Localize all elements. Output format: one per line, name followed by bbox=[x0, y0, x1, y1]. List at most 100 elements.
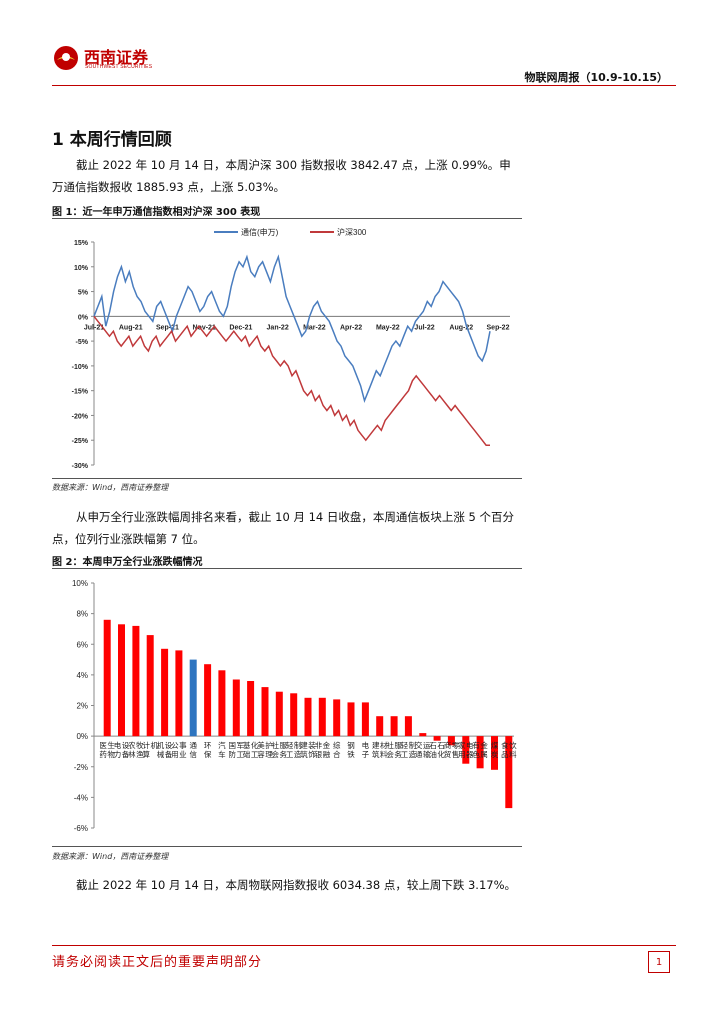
bar bbox=[404, 716, 412, 737]
y-tick-label: 6% bbox=[76, 640, 88, 649]
category-char: 品 bbox=[501, 750, 509, 759]
y-tick-label: 0% bbox=[78, 314, 89, 321]
bar-chart-bars bbox=[103, 619, 513, 809]
category-char: 建 bbox=[372, 740, 380, 750]
y-tick-label: 0% bbox=[76, 732, 88, 741]
bar bbox=[275, 691, 283, 737]
y-tick-label: 10% bbox=[72, 579, 88, 588]
category-char: 建 bbox=[300, 740, 308, 750]
x-tick-label: Nov-21 bbox=[193, 324, 216, 331]
category-char: 基 bbox=[243, 740, 251, 750]
bar bbox=[132, 625, 140, 737]
figure2-top-rule bbox=[52, 568, 522, 569]
category-char: 务 bbox=[280, 749, 288, 759]
line-chart-axes: 15% 10% 5% 0% -5% -10% -15% -20% -25% -30% Jul-21 A… bbox=[72, 240, 510, 470]
category-char: 料 bbox=[509, 749, 517, 759]
bar bbox=[491, 736, 498, 770]
category-char: 算 bbox=[142, 749, 150, 759]
section-title: 1 本周行情回顾 bbox=[52, 130, 172, 150]
y-tick-label: 10% bbox=[74, 265, 89, 272]
category-char: 轻 bbox=[401, 740, 409, 750]
x-tick-label: Aug-21 bbox=[119, 324, 143, 331]
category-char: 社 bbox=[272, 740, 280, 750]
y-tick-label: -4% bbox=[74, 793, 88, 802]
category-char: 通 bbox=[189, 740, 197, 750]
category-label: 综合 bbox=[333, 740, 341, 759]
category-char: 融 bbox=[323, 749, 331, 759]
y-tick-label: 5% bbox=[78, 290, 89, 297]
category-char: 综 bbox=[333, 740, 341, 750]
x-tick-label: Apr-22 bbox=[340, 324, 362, 331]
x-tick-label: Jan-22 bbox=[267, 324, 289, 331]
x-tick-label: Jul-22 bbox=[414, 324, 434, 331]
category-char: 药 bbox=[99, 749, 107, 759]
y-tick-label: -6% bbox=[74, 824, 88, 833]
category-char: 备 bbox=[165, 749, 173, 759]
category-char: 设 bbox=[165, 740, 173, 750]
category-char: 础 bbox=[243, 749, 251, 759]
category-char: 车 bbox=[218, 749, 226, 759]
category-char: 医 bbox=[99, 741, 107, 750]
category-char: 力 bbox=[114, 749, 122, 759]
logo: 西南证券 SOUTHWEST SECURITIES bbox=[52, 44, 182, 74]
category-char: 计 bbox=[142, 740, 150, 750]
category-char: 林 bbox=[128, 749, 136, 759]
category-char: 信 bbox=[189, 749, 197, 759]
bar bbox=[447, 736, 455, 746]
category-char: 防 bbox=[229, 749, 237, 759]
x-tick-label: Jul-21 bbox=[84, 324, 104, 331]
category-char: 装 bbox=[308, 740, 316, 750]
category-char: 环 bbox=[204, 741, 212, 750]
paragraph-3: 截止 2022 年 10 月 14 日，本周物联网指数报收 6034.38 点，… bbox=[76, 878, 517, 892]
bar bbox=[218, 670, 226, 737]
category-char: 渔 bbox=[136, 749, 144, 759]
category-char: 制 bbox=[409, 740, 417, 750]
category-char: 电 bbox=[114, 740, 122, 750]
category-char: 饰 bbox=[308, 749, 316, 759]
category-char: 工 bbox=[237, 750, 245, 759]
category-char: 牧 bbox=[136, 740, 144, 750]
category-char: 会 bbox=[272, 749, 280, 759]
category-char: 有 bbox=[472, 740, 480, 750]
category-char: 用 bbox=[458, 750, 466, 759]
category-char: 军 bbox=[237, 741, 245, 750]
category-char: 饮 bbox=[509, 740, 517, 750]
header-rule bbox=[52, 85, 676, 86]
paragraph-1: 截止 2022 年 10 月 14 日，本周沪深 300 指数报收 3842.4… bbox=[52, 158, 511, 194]
category-char: 子 bbox=[362, 750, 370, 759]
category-char: 钢 bbox=[347, 740, 355, 750]
category-label: 环保 bbox=[204, 741, 212, 759]
bar bbox=[419, 733, 427, 737]
figure1-bottom-rule bbox=[52, 478, 522, 479]
x-tick-label: Dec-21 bbox=[229, 324, 252, 331]
category-char: 制 bbox=[294, 740, 302, 750]
y-tick-label: -15% bbox=[72, 389, 89, 396]
x-tick-label: Sep-22 bbox=[487, 324, 510, 331]
category-char: 化 bbox=[437, 749, 445, 759]
category-char: 零 bbox=[452, 741, 460, 750]
category-char: 工 bbox=[401, 750, 409, 759]
bar bbox=[390, 716, 398, 737]
figure1-title: 图 1：近一年申万通信指数相对沪深 300 表现 bbox=[52, 207, 261, 218]
category-char: 非 bbox=[315, 740, 323, 750]
bar bbox=[376, 716, 384, 737]
category-char: 造 bbox=[409, 749, 417, 759]
category-char: 务 bbox=[394, 749, 402, 759]
report-title: 物联网周报（10.9-10.15） bbox=[524, 71, 669, 84]
category-char: 石 bbox=[437, 741, 445, 750]
footer-rule bbox=[52, 945, 676, 946]
category-char: 公 bbox=[171, 741, 179, 750]
category-char: 容 bbox=[257, 749, 265, 759]
x-tick-label: Mar-22 bbox=[303, 324, 326, 331]
line-chart-legend: 通信(申万) 沪深300 bbox=[214, 227, 367, 237]
series-line-hs300 bbox=[93, 315, 490, 446]
bar-chart-labels: 医药生物电力设备农林牧渔计算机机械设备公用事业通信环保汽车国防军工基础化工美容护… bbox=[99, 740, 517, 759]
category-char: 交 bbox=[415, 740, 423, 750]
y-tick-label: 15% bbox=[74, 240, 89, 247]
